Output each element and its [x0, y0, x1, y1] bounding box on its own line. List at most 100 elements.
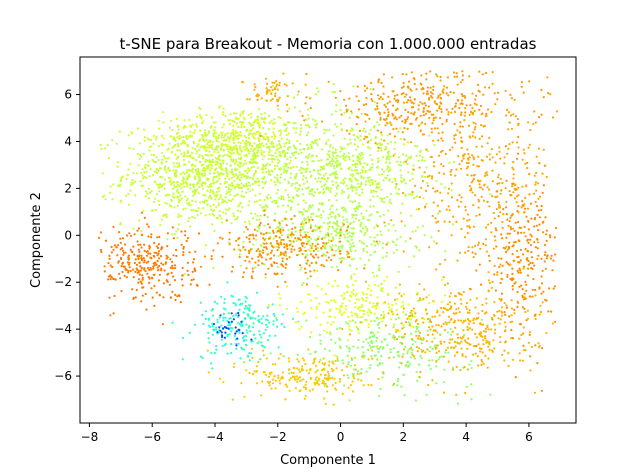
- scatter-point: [498, 298, 501, 301]
- scatter-point: [379, 116, 382, 119]
- scatter-point: [129, 234, 133, 237]
- scatter-point: [536, 213, 539, 216]
- scatter-point: [285, 171, 288, 174]
- scatter-point: [485, 71, 488, 75]
- scatter-point: [348, 299, 351, 302]
- scatter-point: [512, 191, 515, 194]
- scatter-point: [316, 246, 319, 250]
- scatter-point: [247, 314, 250, 317]
- scatter-point: [279, 134, 282, 137]
- scatter-point: [375, 358, 379, 361]
- scatter-point: [413, 82, 416, 86]
- scatter-point: [530, 217, 533, 220]
- scatter-point: [200, 133, 204, 137]
- scatter-point: [386, 165, 389, 168]
- scatter-point: [406, 116, 410, 119]
- scatter-point: [436, 75, 439, 78]
- scatter-point: [351, 189, 354, 192]
- scatter-point: [311, 154, 314, 157]
- scatter-point: [401, 202, 404, 205]
- scatter-point: [474, 306, 477, 309]
- scatter-point: [455, 308, 458, 311]
- scatter-point: [297, 188, 300, 191]
- scatter-point: [529, 233, 532, 236]
- scatter-point: [182, 247, 185, 250]
- scatter-point: [491, 156, 494, 159]
- scatter-point: [353, 244, 356, 248]
- scatter-point: [488, 86, 491, 89]
- scatter-point: [201, 187, 204, 190]
- scatter-point: [429, 346, 432, 349]
- scatter-point: [255, 130, 259, 134]
- scatter-point: [537, 147, 541, 150]
- scatter-point: [161, 151, 164, 154]
- scatter-point: [229, 132, 233, 135]
- scatter-point: [498, 322, 501, 325]
- scatter-point: [334, 194, 337, 197]
- scatter-point: [243, 125, 246, 128]
- scatter-point: [266, 253, 269, 256]
- scatter-point: [320, 166, 324, 169]
- scatter-point: [439, 117, 442, 120]
- scatter-point: [537, 241, 540, 244]
- scatter-point: [521, 296, 524, 299]
- scatter-point: [512, 177, 515, 180]
- scatter-point: [509, 228, 513, 231]
- scatter-point: [460, 93, 463, 96]
- scatter-point: [265, 232, 268, 235]
- scatter-point: [525, 283, 528, 286]
- scatter-point: [447, 315, 450, 318]
- scatter-point: [468, 327, 472, 330]
- scatter-point: [367, 259, 371, 262]
- scatter-point: [469, 136, 472, 139]
- scatter-point: [310, 212, 313, 216]
- scatter-point: [230, 270, 233, 273]
- scatter-point: [388, 201, 391, 204]
- scatter-point: [141, 274, 144, 277]
- scatter-point: [341, 359, 344, 362]
- scatter-point: [267, 153, 270, 157]
- scatter-point: [390, 123, 393, 126]
- scatter-point: [366, 251, 369, 254]
- scatter-point: [153, 255, 156, 258]
- scatter-point: [468, 309, 471, 312]
- scatter-point: [258, 320, 261, 323]
- scatter-point: [244, 136, 248, 139]
- scatter-point: [265, 318, 268, 321]
- scatter-point: [212, 203, 215, 206]
- scatter-point: [435, 359, 438, 362]
- scatter-point: [534, 344, 537, 347]
- scatter-point: [288, 372, 291, 375]
- scatter-point: [484, 238, 487, 241]
- scatter-point: [435, 102, 438, 105]
- scatter-point: [276, 285, 279, 288]
- scatter-point: [554, 320, 557, 323]
- scatter-point: [300, 242, 303, 245]
- scatter-point: [235, 218, 238, 221]
- scatter-point: [311, 255, 314, 258]
- scatter-point: [510, 328, 513, 332]
- scatter-point: [142, 152, 145, 155]
- scatter-point: [274, 152, 277, 155]
- scatter-point: [498, 205, 501, 208]
- scatter-point: [324, 247, 327, 250]
- scatter-point: [233, 120, 236, 124]
- scatter-point: [354, 200, 357, 203]
- scatter-point: [213, 229, 216, 233]
- scatter-point: [251, 270, 254, 273]
- scatter-point: [311, 388, 314, 391]
- scatter-point: [187, 173, 191, 176]
- scatter-point: [432, 119, 435, 122]
- scatter-point: [543, 253, 547, 256]
- scatter-point: [138, 261, 141, 264]
- scatter-point: [345, 108, 348, 111]
- scatter-point: [485, 339, 488, 342]
- scatter-point: [364, 183, 367, 186]
- scatter-point: [399, 211, 402, 215]
- scatter-point: [338, 162, 341, 165]
- scatter-point: [405, 73, 408, 76]
- scatter-point: [340, 122, 343, 125]
- scatter-point: [522, 265, 526, 268]
- scatter-point: [287, 196, 290, 199]
- scatter-point: [417, 108, 420, 111]
